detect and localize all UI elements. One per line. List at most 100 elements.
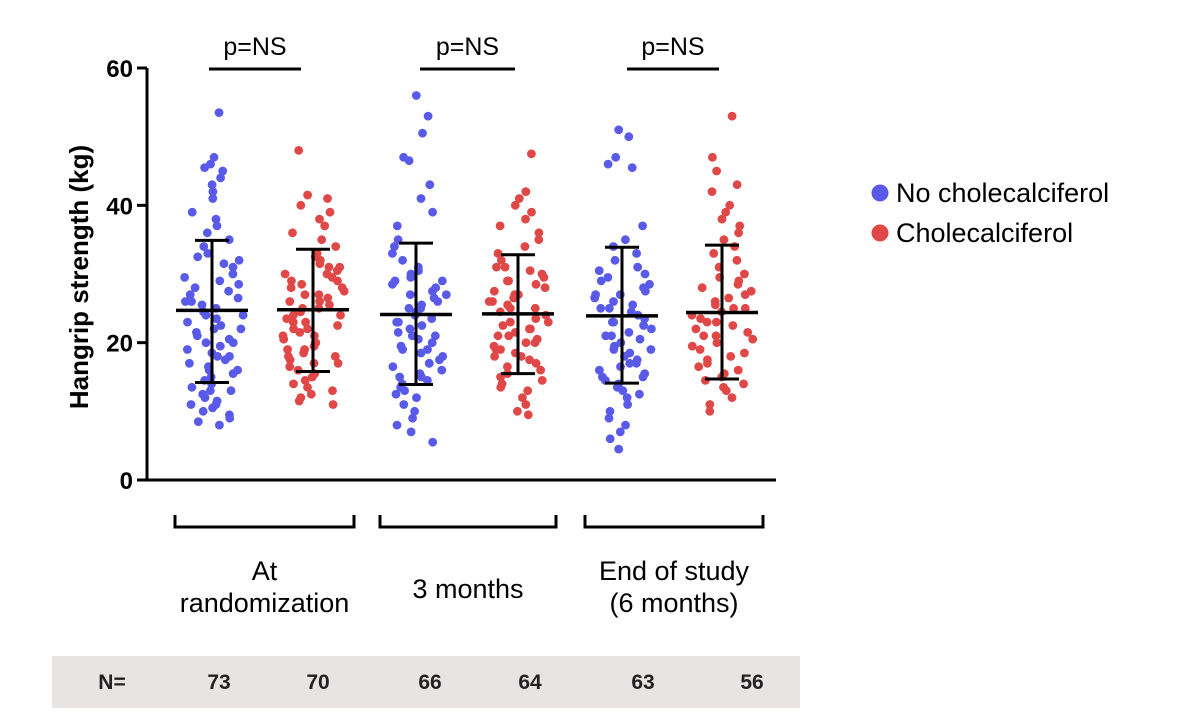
data-point bbox=[285, 362, 295, 372]
data-point bbox=[212, 221, 222, 231]
data-point bbox=[216, 321, 226, 330]
data-point bbox=[632, 249, 641, 258]
y-tick-label: 0 bbox=[120, 468, 133, 495]
data-point bbox=[696, 314, 705, 323]
data-point bbox=[331, 242, 341, 251]
data-point bbox=[208, 403, 218, 413]
data-point bbox=[513, 406, 522, 416]
data-point bbox=[423, 345, 432, 354]
data-point bbox=[639, 321, 648, 330]
data-point bbox=[201, 310, 211, 320]
data-point bbox=[724, 293, 734, 303]
data-point bbox=[712, 338, 722, 348]
data-point bbox=[705, 400, 715, 409]
data-point bbox=[687, 341, 697, 351]
data-point bbox=[408, 413, 417, 423]
data-point bbox=[205, 386, 215, 396]
data-point bbox=[398, 345, 407, 354]
data-point bbox=[392, 420, 402, 430]
data-point bbox=[183, 345, 192, 354]
data-point bbox=[427, 314, 437, 323]
data-point bbox=[300, 290, 310, 299]
data-point bbox=[211, 214, 221, 224]
data-point bbox=[719, 235, 729, 245]
data-point bbox=[330, 352, 340, 361]
data-point bbox=[521, 214, 530, 224]
data-point bbox=[605, 406, 615, 416]
data-point bbox=[618, 386, 628, 396]
data-point bbox=[603, 273, 613, 282]
data-point bbox=[525, 355, 534, 365]
data-point bbox=[427, 338, 437, 348]
data-point bbox=[314, 290, 324, 299]
data-point bbox=[627, 163, 637, 173]
data-point bbox=[521, 338, 531, 348]
data-point bbox=[306, 389, 316, 399]
data-point bbox=[315, 297, 324, 306]
data-point bbox=[596, 303, 606, 313]
data-point bbox=[740, 303, 750, 313]
data-point bbox=[484, 297, 494, 306]
data-point bbox=[521, 187, 531, 197]
data-point bbox=[203, 249, 213, 258]
data-point bbox=[609, 345, 619, 354]
n-row-background bbox=[52, 656, 800, 708]
data-point bbox=[640, 269, 650, 279]
data-point bbox=[711, 317, 721, 327]
data-point bbox=[534, 235, 544, 245]
data-point bbox=[441, 290, 451, 299]
data-point bbox=[527, 149, 536, 159]
n-value: 73 bbox=[207, 671, 230, 694]
data-point bbox=[423, 111, 433, 121]
data-point bbox=[504, 331, 514, 341]
data-point bbox=[411, 91, 421, 100]
data-point bbox=[514, 194, 524, 203]
data-point bbox=[228, 262, 238, 272]
n-value: 70 bbox=[306, 671, 329, 694]
data-point bbox=[202, 228, 212, 238]
data-point bbox=[233, 293, 243, 303]
data-point bbox=[214, 108, 224, 117]
legend-marker bbox=[871, 184, 889, 202]
legend-marker bbox=[871, 224, 889, 242]
data-point bbox=[614, 125, 624, 135]
data-point bbox=[238, 310, 248, 320]
group-bracket bbox=[583, 515, 765, 529]
data-point bbox=[437, 365, 447, 375]
data-point bbox=[732, 255, 742, 265]
data-point bbox=[543, 317, 553, 327]
data-point bbox=[496, 382, 506, 392]
sample-size-table: N= 73 70 66 64 63 56 bbox=[52, 656, 800, 708]
data-point bbox=[299, 348, 308, 358]
data-point bbox=[615, 427, 625, 437]
data-point bbox=[193, 252, 203, 262]
data-point bbox=[531, 279, 541, 289]
data-point bbox=[301, 317, 310, 327]
y-tick-label: 20 bbox=[106, 331, 133, 358]
data-point bbox=[510, 200, 520, 210]
data-point bbox=[740, 290, 750, 299]
data-point bbox=[294, 146, 304, 155]
data-point bbox=[624, 132, 634, 142]
data-point bbox=[623, 400, 632, 409]
data-point bbox=[596, 276, 606, 286]
p-value-label: p=NS bbox=[641, 33, 704, 61]
n-value: 56 bbox=[740, 671, 763, 694]
data-point bbox=[595, 365, 604, 375]
data-point bbox=[505, 303, 515, 313]
data-point bbox=[328, 400, 338, 409]
data-point bbox=[594, 266, 604, 275]
data-point bbox=[708, 152, 717, 162]
data-point bbox=[646, 345, 656, 354]
data-point bbox=[388, 249, 397, 258]
data-point bbox=[739, 379, 748, 389]
data-point bbox=[705, 406, 715, 416]
data-point bbox=[611, 152, 621, 162]
legend-label: No cholecalciferol bbox=[896, 178, 1109, 208]
data-point bbox=[289, 324, 298, 334]
data-point bbox=[336, 310, 345, 320]
data-point bbox=[200, 393, 210, 402]
data-point bbox=[520, 242, 530, 251]
data-point bbox=[416, 348, 426, 358]
